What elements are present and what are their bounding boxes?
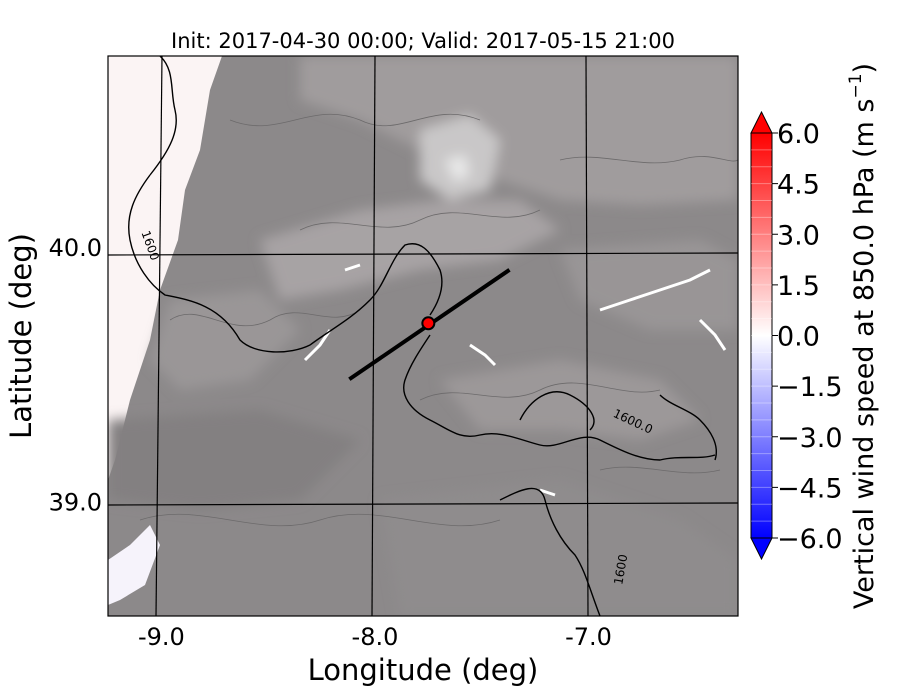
y-tick-label: 40.0 [49, 234, 102, 262]
colorbar-tick-label: 3.0 [777, 220, 820, 251]
colorbar-label: Vertical wind speed at 850.0 hPa (m s−1) [846, 63, 880, 609]
colorbar-label-main: Vertical wind speed at 850.0 hPa (m s [849, 99, 880, 610]
y-tick-label: 39.0 [49, 488, 102, 516]
terrain-shading [108, 56, 738, 616]
grid-line-lon-8 [371, 56, 376, 616]
grid-lines [108, 56, 738, 616]
plot-frame [107, 55, 739, 617]
chart-title: Init: 2017-04-30 00:00; Valid: 2017-05-1… [171, 29, 675, 53]
colorbar-tick-label: −6.0 [777, 524, 843, 555]
plot-area [108, 56, 738, 616]
colorbar-fill [751, 133, 772, 538]
colorbar-level-lines [751, 149, 772, 522]
colorbar-label-end: ) [849, 63, 880, 74]
ocean-area [108, 56, 222, 480]
colorbar-extend-bottom [750, 537, 773, 561]
x-axis-ticks: -9.0 -8.0 -7.0 [138, 623, 612, 651]
location-marker [421, 316, 436, 331]
grid-line-lat-39 [108, 502, 738, 506]
colorbar-tick-label: 6.0 [777, 119, 820, 150]
terrain-contours [139, 113, 738, 527]
white-features [303, 263, 727, 497]
contour-label: 1600 [611, 553, 630, 586]
colorbar-tick-label: 0.0 [777, 322, 820, 353]
y-axis-ticks: 39.0 40.0 [49, 234, 102, 517]
grid-line-lat-40 [108, 252, 738, 256]
colorbar-tick-label: 4.5 [777, 170, 820, 201]
colorbar: 6.0 4.5 3.0 1.5 0.0 −1.5 −3.0 −4.5 −6.0 Vertical… [750, 63, 880, 609]
colorbar-tick-label: −1.5 [777, 372, 843, 403]
x-tick-label: -9.0 [138, 623, 185, 651]
grid-line-lon-9 [155, 56, 163, 616]
colorbar-tick-label: −3.0 [777, 423, 843, 454]
ocean-area-south [108, 525, 160, 605]
colorbar-label-sup: −1 [846, 73, 866, 98]
grid-line-lon-7 [585, 56, 589, 616]
x-tick-label: -8.0 [352, 623, 399, 651]
colorbar-ticks: 6.0 4.5 3.0 1.5 0.0 −1.5 −3.0 −4.5 −6.0 [772, 119, 843, 555]
y-axis-label: Latitude (deg) [4, 233, 38, 439]
colorbar-extend-top [750, 110, 773, 134]
colorbar-tick-label: 1.5 [777, 271, 820, 302]
x-axis-label: Longitude (deg) [308, 653, 539, 687]
x-tick-label: -7.0 [565, 623, 612, 651]
colorbar-tick-label: −4.5 [777, 473, 843, 504]
